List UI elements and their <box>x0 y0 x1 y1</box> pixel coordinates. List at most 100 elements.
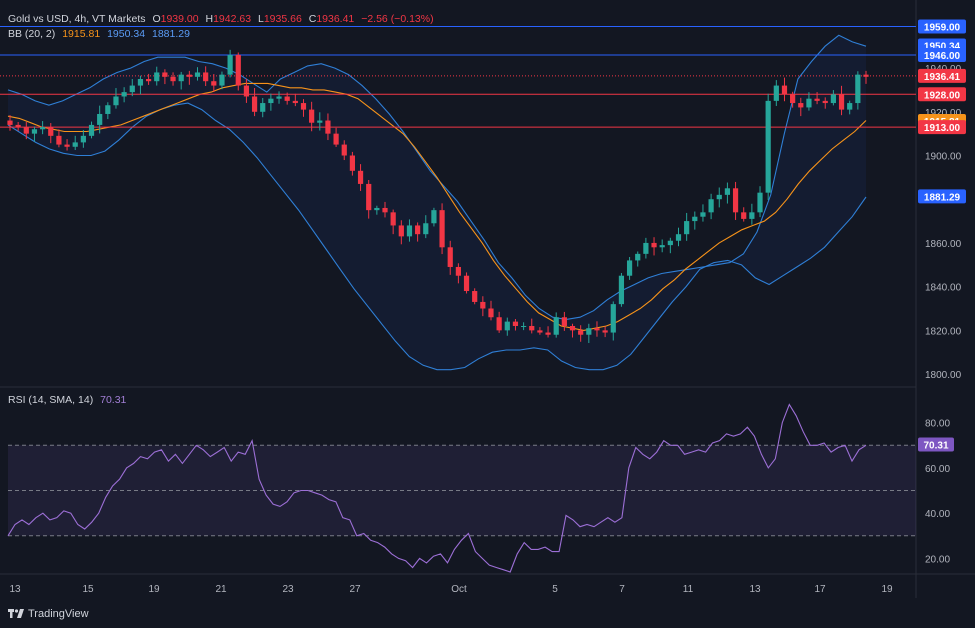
candle-body <box>537 330 543 333</box>
price-tick-label: 1860.00 <box>925 239 962 250</box>
price-axis-label-bg <box>918 47 966 62</box>
candle-body <box>480 301 486 309</box>
time-tick-label: Oct <box>451 584 467 595</box>
candle-body <box>708 199 714 213</box>
price-axis-label: 1913.00 <box>924 123 961 134</box>
candle-body <box>235 54 241 86</box>
candle-body <box>40 127 46 130</box>
close-value: 1936.41 <box>316 13 355 25</box>
price-tick-label: 1800.00 <box>925 370 962 381</box>
candle-body <box>716 194 722 200</box>
price-tick-label: 1820.00 <box>925 326 962 337</box>
candle-body <box>357 170 364 184</box>
candle-body <box>578 330 584 335</box>
candle-body <box>390 212 396 226</box>
bb-basis-line <box>7 82 867 331</box>
candle-body <box>692 216 698 222</box>
candle-body <box>260 103 266 112</box>
rsi-label: RSI (14, SMA, 14) <box>8 394 94 406</box>
low-value: 1935.66 <box>263 13 302 25</box>
price-tick-label: 1920.00 <box>925 108 962 119</box>
candle-body <box>97 113 103 125</box>
candle-body <box>309 109 315 123</box>
candle-body <box>757 192 763 213</box>
candle-body <box>137 79 144 86</box>
candle-body <box>341 144 347 156</box>
candle-body <box>790 94 796 104</box>
candle-body <box>178 74 184 82</box>
candle-body <box>488 308 494 318</box>
time-tick-label: 7 <box>619 584 625 595</box>
bb-lower-value: 1881.29 <box>151 28 190 40</box>
candle-body <box>276 96 282 99</box>
price-axis-label: 1928.00 <box>924 90 961 101</box>
close-label: C <box>308 13 317 25</box>
candle-body <box>129 85 135 93</box>
price-axis-label-bg <box>918 189 966 204</box>
time-tick-label: 11 <box>683 584 694 595</box>
candle-body <box>406 225 413 237</box>
candle-body <box>504 321 510 331</box>
rsi-line <box>7 403 867 573</box>
time-tick-label: 21 <box>215 584 227 595</box>
price-axis-label-bg <box>918 87 966 102</box>
candle-body <box>773 85 779 101</box>
time-tick-label: 23 <box>282 584 294 595</box>
candle-body <box>447 247 453 267</box>
candle-body <box>333 133 339 145</box>
candle-body <box>781 85 788 95</box>
candle-body <box>7 120 13 125</box>
candle-body <box>227 54 233 75</box>
rsi-header: RSI (14, SMA, 14) 70.31 <box>8 394 130 406</box>
time-tick-label: 15 <box>82 584 94 595</box>
candle-body <box>366 183 372 211</box>
candle-body <box>496 317 502 331</box>
candle-body <box>162 72 168 77</box>
candle-body <box>618 275 625 305</box>
candle-body <box>154 72 160 82</box>
candle-body <box>268 98 274 104</box>
brand-name: TradingView <box>28 608 89 620</box>
symbol-header: Gold vs USD, 4h, VT Markets O1939.00 H19… <box>8 13 438 25</box>
price-axis-label: 1936.41 <box>924 72 961 83</box>
tradingview-logo[interactable]: TradingView <box>8 608 89 620</box>
price-axis-label-bg <box>918 120 966 135</box>
candle-body <box>439 210 445 248</box>
candle-body <box>651 242 657 248</box>
candle-body <box>349 155 355 171</box>
candle-body <box>80 135 86 143</box>
candle-body <box>398 225 404 237</box>
rsi-tick-label: 40.00 <box>925 509 950 520</box>
candle-body <box>317 120 323 123</box>
high-label: H <box>205 13 214 25</box>
bb-lower-line <box>7 102 867 371</box>
candle-body <box>374 207 380 211</box>
bb-band-fill <box>8 35 866 370</box>
candle-body <box>741 212 747 219</box>
candle-body <box>15 124 21 128</box>
price-axis-label: 1950.34 <box>924 41 961 52</box>
time-tick-label: 19 <box>148 584 160 595</box>
candle-body <box>724 188 731 195</box>
rsi-value: 70.31 <box>100 394 127 406</box>
candle-body <box>284 96 290 101</box>
candle-body <box>512 321 519 326</box>
rsi-tick-label: 60.00 <box>925 464 950 475</box>
price-axis-label: 1881.29 <box>924 192 961 203</box>
candle-body <box>219 74 225 86</box>
candle-body <box>700 212 706 217</box>
time-tick-label: 27 <box>349 584 361 595</box>
bb-label: BB (20, 2) <box>8 28 56 40</box>
candle-body <box>822 100 828 104</box>
candle-body <box>300 103 307 110</box>
change-value: −2.56 (−0.13%) <box>361 13 434 25</box>
candle-body <box>325 120 331 134</box>
candle-body <box>23 127 29 134</box>
candle-body <box>855 74 861 104</box>
candle-body <box>569 325 576 331</box>
open-value: 1939.00 <box>160 13 199 25</box>
price-axis-label-bg <box>918 68 966 83</box>
time-tick-label: 5 <box>552 584 558 595</box>
candle-body <box>594 328 600 331</box>
high-value: 1942.63 <box>213 13 252 25</box>
